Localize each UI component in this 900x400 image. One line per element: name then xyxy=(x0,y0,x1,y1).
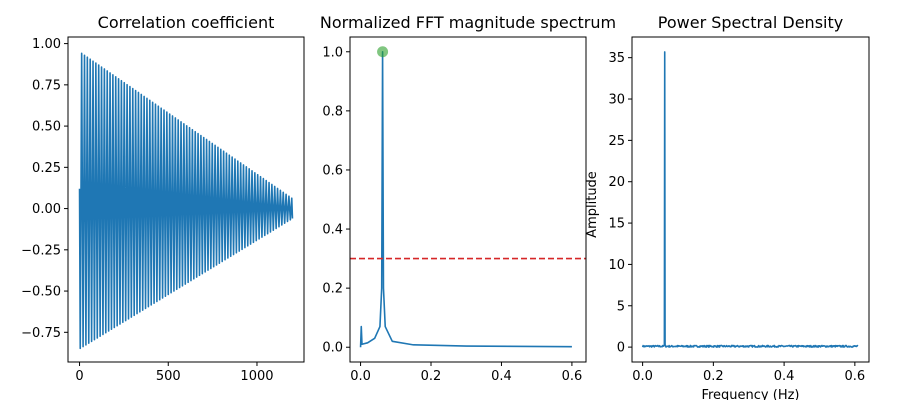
y-tick-label: 0.00 xyxy=(32,202,61,217)
subplot-title: Correlation coefficient xyxy=(98,13,275,32)
psd-subplot: Power Spectral Density Frequency (Hz) Am… xyxy=(585,13,870,400)
x-tick-label: 0.2 xyxy=(421,369,442,384)
x-tick-label: 0.2 xyxy=(703,369,724,384)
y-tick-label: 20 xyxy=(608,175,625,190)
y-tick-label: 30 xyxy=(608,93,625,108)
y-tick-label: 0.8 xyxy=(322,104,343,119)
y-tick-label: 0.4 xyxy=(322,223,343,238)
y-tick-label: −0.75 xyxy=(21,326,61,341)
y-tick-label: 0 xyxy=(617,341,625,356)
y-tick-label: 0.6 xyxy=(322,163,343,178)
x-tick-label: 0.6 xyxy=(562,369,583,384)
axes-frame xyxy=(631,36,870,363)
y-tick-label: −0.25 xyxy=(21,243,61,258)
y-tick-label: −0.50 xyxy=(21,285,61,300)
axes-frame xyxy=(67,36,305,363)
x-tick-label: 0.6 xyxy=(845,369,866,384)
y-tick-label: 0.0 xyxy=(322,341,343,356)
series-line xyxy=(78,52,294,350)
plot-area xyxy=(641,51,859,348)
x-tick-label: 500 xyxy=(156,369,181,384)
x-tick-label: 0.4 xyxy=(491,369,512,384)
series-line xyxy=(641,51,859,348)
y-tick-label: 0.2 xyxy=(322,282,343,297)
subplot-title: Normalized FFT magnitude spectrum xyxy=(320,13,616,32)
peak-marker xyxy=(377,46,389,58)
plot-area xyxy=(78,52,294,350)
x-tick-label: 1000 xyxy=(240,369,273,384)
y-tick-label: 15 xyxy=(608,217,625,232)
fft-subplot: Normalized FFT magnitude spectrum 0.0 0.2… xyxy=(320,13,616,384)
y-tick-label: 0.75 xyxy=(32,78,61,93)
y-tick-label: 1.0 xyxy=(322,45,343,60)
y-tick-label: 1.00 xyxy=(32,37,61,52)
y-tick-label: 35 xyxy=(608,51,625,66)
correlation-subplot: Correlation coefficient 0 500 1000 −0.75 −0.… xyxy=(21,13,305,384)
x-tick-label: 0.0 xyxy=(350,369,371,384)
y-tick-label: 0.25 xyxy=(32,161,61,176)
y-tick-label: 10 xyxy=(608,258,625,273)
x-axis-label: Frequency (Hz) xyxy=(701,388,799,400)
plot-area xyxy=(350,50,586,348)
x-tick-label: 0.4 xyxy=(774,369,795,384)
y-tick-label: 25 xyxy=(608,134,625,149)
series-line xyxy=(359,50,572,348)
x-tick-label: 0.0 xyxy=(632,369,653,384)
y-tick-label: 5 xyxy=(617,299,625,314)
y-axis-label: Amplitude xyxy=(585,171,600,238)
subplot-title: Power Spectral Density xyxy=(658,13,843,32)
x-tick-label: 0 xyxy=(75,369,83,384)
y-tick-label: 0.50 xyxy=(32,120,61,135)
axes-frame xyxy=(349,36,587,363)
